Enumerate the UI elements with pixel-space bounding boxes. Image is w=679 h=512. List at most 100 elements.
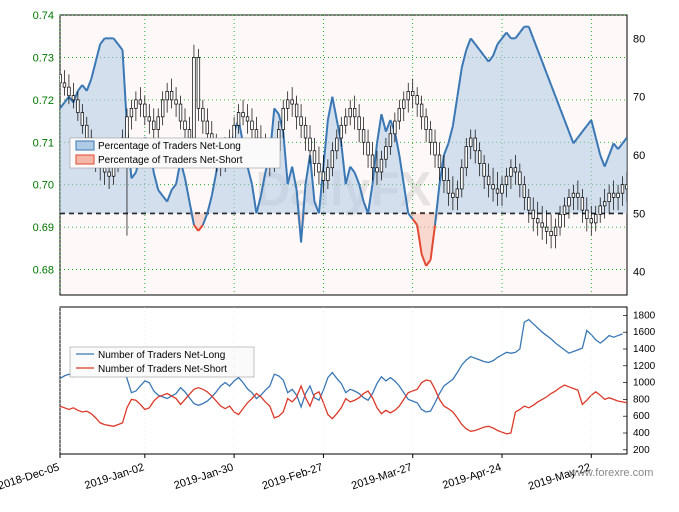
candle <box>594 214 597 222</box>
candle <box>505 176 508 184</box>
candle <box>322 172 325 180</box>
watermark-url: www.forexre.com <box>568 467 653 479</box>
candle <box>380 159 383 172</box>
candle <box>411 91 414 95</box>
candle <box>541 223 544 227</box>
candle <box>197 57 200 108</box>
candle <box>184 121 187 129</box>
candle <box>255 130 258 138</box>
candle <box>434 142 437 155</box>
candle <box>438 155 441 168</box>
candle <box>402 100 405 108</box>
candle <box>282 108 285 129</box>
candle <box>478 151 481 164</box>
candle <box>139 100 142 104</box>
candle <box>349 108 352 116</box>
bottom-y-tick: 800 <box>633 394 650 405</box>
candle <box>465 147 468 168</box>
candle <box>572 193 575 197</box>
candle <box>362 130 365 143</box>
candle <box>371 155 374 168</box>
candle <box>367 142 370 155</box>
candle <box>617 193 620 197</box>
candle <box>130 108 133 116</box>
candle <box>398 108 401 121</box>
candle <box>246 117 249 121</box>
candle <box>447 180 450 193</box>
candle <box>242 113 245 117</box>
candle <box>327 168 330 181</box>
candle <box>460 168 463 189</box>
candle <box>563 206 566 214</box>
bottom-y-tick: 400 <box>633 428 650 439</box>
candle <box>170 91 173 99</box>
candle <box>581 197 584 210</box>
candle <box>612 193 615 197</box>
candle <box>81 113 84 126</box>
candle <box>407 91 410 99</box>
x-tick-label: 2019-Jan-30 <box>173 461 235 492</box>
candle <box>568 197 571 205</box>
bottom-y-tick: 1600 <box>633 327 656 338</box>
candle <box>202 108 205 121</box>
top-legend: Percentage of Traders Net-Long Percentage… <box>70 138 280 168</box>
y-right-tick-label: 50 <box>633 208 645 220</box>
candle <box>318 163 321 171</box>
candle <box>206 121 209 134</box>
chart-container: DailyFX0.680.690.700.710.720.730.7440506… <box>0 0 679 512</box>
candle <box>550 231 553 235</box>
candle <box>72 96 75 100</box>
candle <box>514 168 517 172</box>
candle <box>577 193 580 197</box>
legend-label: Percentage of Traders Net-Short <box>98 155 243 166</box>
candle <box>166 91 169 99</box>
candle <box>474 138 477 151</box>
bottom-y-tick: 1400 <box>633 344 656 355</box>
legend-label: Number of Traders Net-Short <box>98 364 227 375</box>
candle <box>175 100 178 104</box>
x-tick-label: 2018-Dec-05 <box>0 461 61 492</box>
candle <box>251 121 254 129</box>
x-tick-label: 2019-Feb-27 <box>261 461 325 492</box>
y-left-tick-label: 0.68 <box>33 265 54 277</box>
candle <box>233 125 236 138</box>
candle <box>608 193 611 201</box>
candle <box>291 100 294 104</box>
candle <box>335 138 338 151</box>
candle <box>510 168 513 176</box>
candle <box>103 168 106 172</box>
candle <box>143 104 146 117</box>
candle <box>331 151 334 168</box>
candle <box>193 57 196 138</box>
candle <box>590 219 593 223</box>
bottom-legend: Number of Traders Net-LongNumber of Trad… <box>70 347 254 377</box>
candle <box>63 83 66 87</box>
candle <box>532 210 535 218</box>
bottom-y-tick: 1200 <box>633 361 656 372</box>
candle <box>188 130 191 138</box>
candle <box>621 185 624 193</box>
candle <box>554 227 557 235</box>
candle <box>161 100 164 117</box>
candle <box>443 168 446 181</box>
y-left-tick-label: 0.70 <box>33 180 54 192</box>
bottom-y-tick: 1800 <box>633 310 656 321</box>
candle <box>519 172 522 185</box>
legend-label: Percentage of Traders Net-Long <box>98 141 241 152</box>
candle <box>385 147 388 160</box>
candle <box>108 172 111 176</box>
x-tick-label: 2019-Jan-02 <box>83 461 145 492</box>
candle <box>429 130 432 143</box>
candle <box>68 87 71 95</box>
candle <box>344 117 347 125</box>
candle <box>603 202 606 206</box>
y-left-tick-label: 0.74 <box>33 10 54 22</box>
top-plot: DailyFX0.680.690.700.710.720.730.7440506… <box>33 10 646 295</box>
candle <box>148 117 151 121</box>
candle <box>300 117 303 125</box>
candle <box>309 138 312 151</box>
y-left-tick-label: 0.73 <box>33 52 54 64</box>
candle <box>286 100 289 108</box>
candle <box>469 138 472 146</box>
candle <box>496 189 499 193</box>
